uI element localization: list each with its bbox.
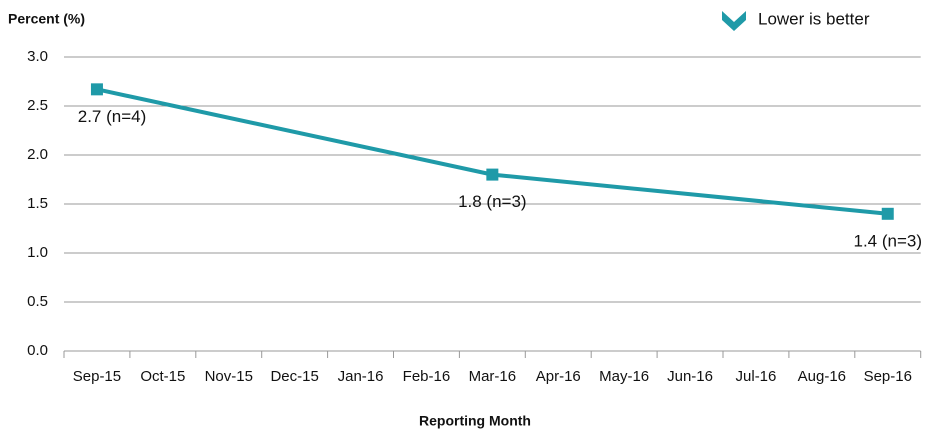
- data-label: 1.8 (n=3): [458, 192, 527, 211]
- y-tick-label: 0.5: [27, 293, 48, 310]
- y-tick-label: 3.0: [27, 48, 48, 65]
- y-tick-label: 1.0: [27, 244, 48, 261]
- y-axis-label: Percent (%): [8, 11, 85, 27]
- x-tick-label: Aug-16: [798, 368, 846, 385]
- legend-icon: [722, 11, 746, 31]
- x-tick-label: Mar-16: [469, 368, 517, 385]
- marker: [881, 207, 894, 220]
- x-tick-label: Jul-16: [736, 368, 777, 385]
- legend-label: Lower is better: [758, 9, 870, 28]
- marker: [486, 168, 499, 181]
- data-label: 2.7 (n=4): [78, 107, 147, 126]
- x-tick-label: Nov-15: [205, 368, 253, 385]
- y-tick-label: 2.0: [27, 146, 48, 163]
- x-tick-label: Feb-16: [403, 368, 451, 385]
- y-tick-label: 1.5: [27, 195, 48, 212]
- x-tick-label: Apr-16: [536, 368, 581, 385]
- x-tick-label: Sep-15: [73, 368, 121, 385]
- y-tick-label: 2.5: [27, 97, 48, 114]
- x-tick-label: Sep-16: [864, 368, 912, 385]
- x-axis-label: Reporting Month: [419, 413, 531, 429]
- marker: [90, 83, 103, 96]
- x-tick-label: Oct-15: [140, 368, 185, 385]
- x-tick-label: May-16: [599, 368, 649, 385]
- x-tick-label: Jan-16: [338, 368, 384, 385]
- y-tick-label: 0.0: [27, 342, 48, 359]
- x-tick-label: Jun-16: [667, 368, 713, 385]
- x-tick-label: Dec-15: [270, 368, 318, 385]
- data-label: 1.4 (n=3): [853, 231, 922, 250]
- legend: Lower is better: [722, 9, 870, 31]
